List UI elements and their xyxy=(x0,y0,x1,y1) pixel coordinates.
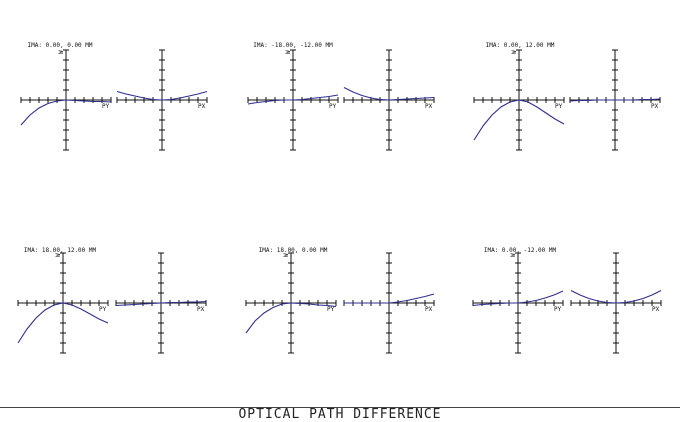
sagittal-xlabel-3: PX xyxy=(651,103,659,110)
footer-divider xyxy=(0,407,680,408)
tangential-curve-5 xyxy=(245,302,337,334)
sagittal-xlabel-5: PX xyxy=(425,306,433,313)
sagittal-curve-3 xyxy=(569,98,661,102)
tangential-curve-4 xyxy=(17,302,109,344)
tangential-xlabel-2: PY xyxy=(329,103,337,110)
tangential-xlabel-4: PY xyxy=(99,306,107,313)
sagittal-xlabel-6: PX xyxy=(652,306,660,313)
sagittal-curve-6 xyxy=(570,290,662,304)
tangential-curve-3 xyxy=(473,99,565,141)
figure-title: OPTICAL PATH DIFFERENCE xyxy=(238,407,442,422)
field-title-1: IMA: 0.00, 0.00 MM xyxy=(27,42,92,49)
opd-plot-area: PY W PX IMA: 0.00, 0.00 MM PY W PX IMA: -18.00,… xyxy=(17,42,662,354)
tangential-xlabel-3: PY xyxy=(555,103,563,110)
tangential-curve-6 xyxy=(472,290,564,307)
sagittal-xlabel-4: PX xyxy=(197,306,205,313)
field-title-2: IMA: -18.00, -12.00 MM xyxy=(253,42,333,49)
tangential-curve-1 xyxy=(20,99,112,126)
sagittal-xlabel-2: PX xyxy=(425,103,433,110)
tangential-xlabel-6: PY xyxy=(554,306,562,313)
ylabel-3: W xyxy=(511,50,518,54)
sagittal-curve-4 xyxy=(115,300,207,307)
tangential-curve-2 xyxy=(247,94,339,105)
sagittal-xlabel-1: PX xyxy=(198,103,206,110)
tangential-xlabel-5: PY xyxy=(327,306,335,313)
sagittal-curve-2 xyxy=(343,87,435,101)
field-title-3: IMA: 0.00, 12.00 MM xyxy=(486,42,555,49)
ylabel-6: W xyxy=(510,253,517,257)
ylabel-5: W xyxy=(283,253,290,257)
sagittal-curve-1 xyxy=(116,90,208,101)
field-title-5: IMA: 18.00, 0.00 MM xyxy=(259,247,328,254)
ylabel-2: W xyxy=(285,50,292,54)
sagittal-curve-5 xyxy=(344,293,435,304)
ylabel-1: W xyxy=(58,50,65,54)
field-title-6: IMA: 0.00, -12.00 MM xyxy=(484,247,557,254)
field-title-4: IMA: 18.00, 12.00 MM xyxy=(24,247,97,254)
ylabel-4: W xyxy=(55,253,62,257)
tangential-xlabel-1: PY xyxy=(102,103,110,110)
